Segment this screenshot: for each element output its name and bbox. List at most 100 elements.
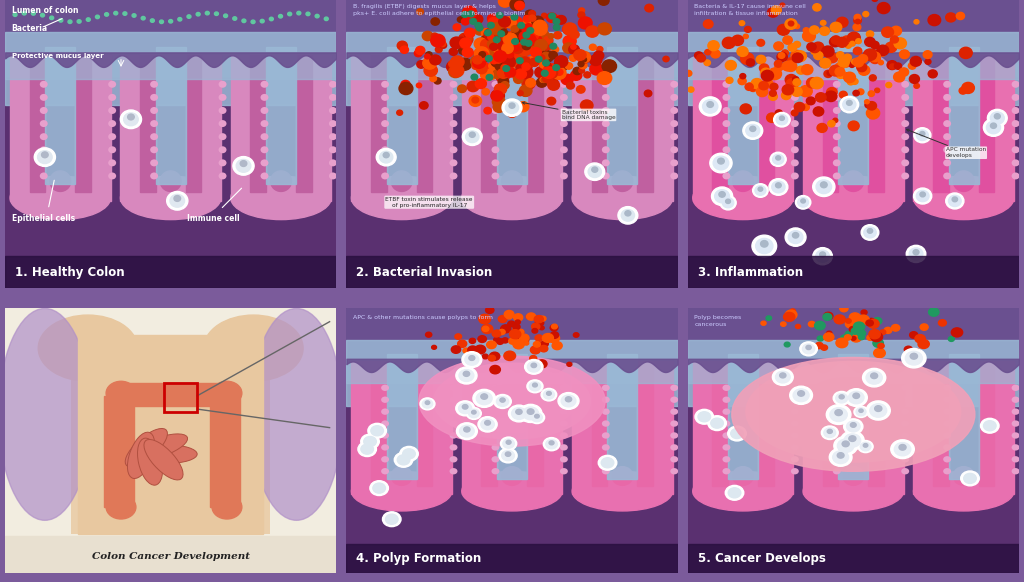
Circle shape [833,409,841,415]
Circle shape [870,332,883,342]
Circle shape [821,426,839,439]
Circle shape [861,310,867,315]
Circle shape [696,54,706,62]
Circle shape [909,74,920,83]
Circle shape [527,33,540,45]
Circle shape [584,72,591,78]
Text: Epithelial cells: Epithelial cells [11,214,75,223]
Bar [346,359,678,382]
Bar [417,55,432,192]
Circle shape [867,229,872,233]
Circle shape [781,91,791,100]
Circle shape [769,179,787,196]
Circle shape [833,159,841,166]
Circle shape [705,49,711,55]
Circle shape [552,324,557,329]
Bar [822,361,839,486]
Circle shape [543,333,553,342]
Circle shape [952,197,957,202]
Bar [346,340,678,406]
Circle shape [901,432,909,439]
Circle shape [501,29,507,35]
Bar [5,52,336,79]
Bar [868,55,884,192]
Circle shape [715,190,729,203]
Circle shape [459,370,474,381]
Bar [868,361,884,486]
Bar [979,361,1014,494]
Circle shape [570,70,582,80]
Circle shape [834,392,850,405]
Circle shape [556,16,566,24]
Circle shape [925,59,931,65]
Circle shape [170,194,184,207]
Circle shape [402,449,416,459]
Circle shape [460,425,474,437]
Circle shape [518,44,531,55]
Circle shape [528,41,543,53]
Circle shape [705,60,711,66]
Circle shape [860,442,870,451]
Circle shape [494,395,511,409]
Circle shape [841,335,848,340]
Circle shape [425,54,430,59]
Circle shape [752,235,776,257]
Circle shape [518,23,524,29]
Circle shape [487,14,498,23]
Text: 2. Bacterial Invasion: 2. Bacterial Invasion [356,265,493,279]
Circle shape [109,146,116,153]
Circle shape [901,468,909,474]
Circle shape [237,159,251,172]
Circle shape [476,392,493,404]
Circle shape [837,17,848,27]
Circle shape [472,410,476,414]
Circle shape [905,352,923,365]
Circle shape [416,47,425,55]
Circle shape [492,409,500,415]
Circle shape [720,196,736,210]
Bar [913,55,949,201]
Circle shape [826,331,831,336]
Circle shape [524,360,543,374]
Circle shape [493,20,507,33]
Circle shape [561,74,573,85]
Circle shape [460,38,471,48]
Circle shape [951,328,963,337]
Circle shape [707,98,718,108]
Ellipse shape [270,171,292,191]
Circle shape [269,17,273,21]
Circle shape [768,8,778,17]
Circle shape [450,107,458,114]
Ellipse shape [160,171,181,191]
Ellipse shape [803,471,903,511]
Circle shape [513,26,521,33]
Circle shape [501,65,508,70]
Ellipse shape [0,308,91,520]
Circle shape [41,13,44,17]
Circle shape [498,31,513,44]
Bar [688,359,1019,382]
Ellipse shape [230,176,331,219]
Circle shape [50,16,53,20]
Circle shape [553,19,560,24]
Circle shape [671,432,678,439]
Circle shape [718,158,724,164]
Circle shape [123,12,127,15]
Circle shape [478,62,489,72]
Circle shape [740,104,752,113]
Circle shape [728,488,740,498]
Circle shape [602,468,609,474]
Circle shape [868,91,874,97]
Circle shape [823,312,833,320]
Circle shape [838,439,854,452]
Circle shape [517,91,523,96]
Circle shape [983,119,1004,136]
Circle shape [109,94,116,101]
Circle shape [454,24,461,30]
Circle shape [482,354,488,359]
Circle shape [761,68,771,77]
Circle shape [1012,385,1020,391]
Circle shape [549,78,558,86]
Circle shape [563,24,574,34]
Circle shape [838,453,844,458]
